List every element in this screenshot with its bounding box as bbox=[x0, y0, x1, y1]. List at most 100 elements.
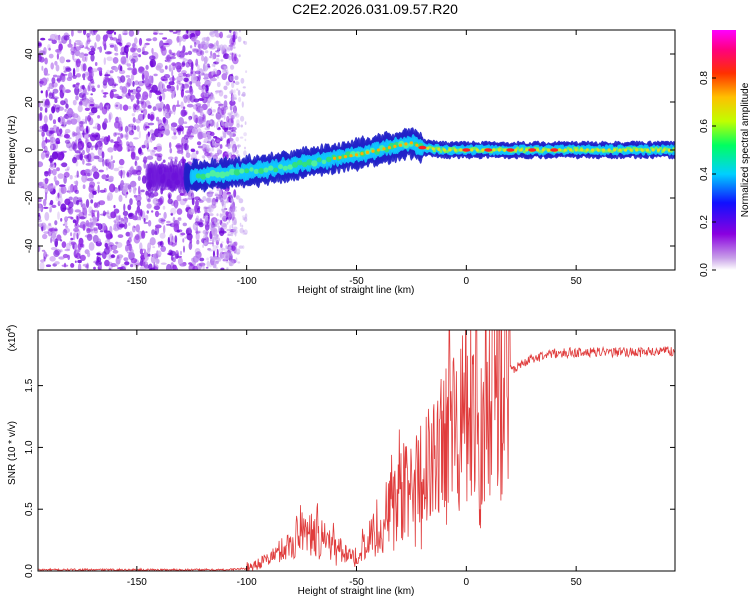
noise-speck bbox=[210, 50, 213, 57]
noise-speck bbox=[39, 106, 43, 112]
x-tick-label: -100 bbox=[237, 276, 257, 287]
noise-speck bbox=[228, 213, 231, 216]
noise-speck bbox=[79, 254, 86, 261]
noise-speck bbox=[120, 75, 126, 83]
colorbar-tick-label: 0.6 bbox=[699, 119, 710, 133]
noise-speck bbox=[87, 85, 90, 92]
noise-speck bbox=[52, 96, 59, 100]
noise-speck bbox=[145, 190, 149, 196]
noise-speck bbox=[183, 143, 189, 151]
noise-speck bbox=[149, 55, 156, 61]
noise-speck bbox=[211, 63, 214, 67]
colorbar-tick-label: 0.0 bbox=[699, 263, 710, 277]
signal-core bbox=[415, 143, 419, 147]
noise-speck bbox=[240, 206, 245, 212]
noise-speck bbox=[38, 42, 42, 47]
noise-speck bbox=[195, 30, 201, 37]
noise-speck bbox=[71, 30, 74, 37]
noise-speck bbox=[108, 175, 114, 181]
noise-speck bbox=[202, 68, 207, 73]
noise-speck bbox=[228, 33, 232, 36]
noise-speck bbox=[230, 140, 236, 150]
noise-speck bbox=[229, 205, 233, 212]
noise-speck bbox=[117, 75, 120, 79]
noise-speck bbox=[148, 75, 154, 84]
noise-speck bbox=[57, 151, 64, 161]
noise-speck bbox=[241, 94, 246, 97]
noise-speck bbox=[38, 54, 43, 62]
signal-core bbox=[618, 148, 622, 152]
noise-speck bbox=[49, 255, 56, 262]
noise-speck bbox=[110, 263, 117, 267]
noise-speck bbox=[203, 65, 209, 71]
noise-speck bbox=[211, 54, 215, 60]
noise-speck bbox=[136, 200, 142, 207]
noise-speck bbox=[230, 137, 233, 143]
noise-speck bbox=[109, 161, 115, 170]
noise-speck bbox=[63, 134, 70, 139]
noise-speck bbox=[96, 202, 99, 209]
noise-speck bbox=[186, 204, 190, 208]
noise-speck bbox=[198, 131, 204, 140]
noise-speck bbox=[161, 83, 165, 91]
noise-speck bbox=[211, 201, 215, 207]
noise-speck bbox=[78, 41, 84, 48]
noise-speck bbox=[136, 125, 140, 132]
noise-speck bbox=[220, 230, 227, 234]
noise-speck bbox=[118, 223, 125, 228]
noise-speck bbox=[168, 194, 171, 200]
noise-speck bbox=[225, 245, 228, 249]
noise-speck bbox=[55, 195, 59, 202]
noise-speck bbox=[85, 92, 89, 95]
noise-speck bbox=[51, 142, 59, 150]
signal-core bbox=[258, 168, 265, 174]
noise-speck bbox=[48, 53, 54, 59]
x-tick-label: -150 bbox=[127, 577, 147, 588]
noise-speck bbox=[43, 145, 48, 153]
noise-speck bbox=[93, 171, 100, 180]
noise-speck bbox=[125, 132, 129, 140]
noise-speck bbox=[91, 131, 98, 136]
noise-speck bbox=[235, 195, 241, 200]
noise-speck bbox=[109, 44, 115, 48]
noise-speck bbox=[225, 130, 231, 135]
noise-speck bbox=[204, 152, 211, 157]
noise-speck bbox=[97, 67, 103, 72]
noise-speck bbox=[127, 105, 132, 110]
noise-speck bbox=[147, 220, 152, 227]
noise-speck bbox=[52, 119, 57, 125]
signal-peak bbox=[528, 148, 537, 152]
noise-speck bbox=[64, 262, 66, 268]
noise-speck bbox=[211, 197, 217, 206]
noise-speck bbox=[163, 74, 171, 79]
noise-speck bbox=[216, 234, 219, 238]
signal-core bbox=[292, 161, 298, 168]
noise-speck bbox=[49, 209, 52, 213]
noise-speck bbox=[104, 51, 112, 55]
noise-speck bbox=[215, 57, 220, 65]
noise-speck bbox=[166, 104, 170, 113]
noise-speck bbox=[233, 89, 236, 94]
noise-speck bbox=[77, 263, 82, 270]
noise-speck bbox=[154, 253, 159, 260]
noise-speck bbox=[41, 140, 46, 150]
noise-speck bbox=[86, 177, 94, 182]
noise-speck bbox=[50, 160, 54, 168]
noise-speck bbox=[131, 125, 134, 133]
noise-speck bbox=[232, 228, 237, 232]
noise-speck bbox=[57, 106, 64, 111]
signal-core bbox=[610, 150, 614, 154]
noise-speck bbox=[125, 75, 131, 78]
noise-speck bbox=[203, 239, 207, 246]
noise-speck bbox=[217, 119, 222, 123]
noise-speck bbox=[176, 75, 183, 82]
spectrogram-y-label: Frequency (Hz) bbox=[7, 116, 18, 185]
noise-speck bbox=[180, 109, 187, 117]
noise-speck bbox=[137, 100, 144, 105]
noise-speck bbox=[123, 45, 129, 54]
noise-speck bbox=[175, 62, 181, 69]
noise-speck bbox=[56, 167, 60, 172]
noise-speck bbox=[173, 106, 176, 115]
noise-speck bbox=[216, 149, 223, 155]
noise-speck bbox=[87, 252, 91, 258]
